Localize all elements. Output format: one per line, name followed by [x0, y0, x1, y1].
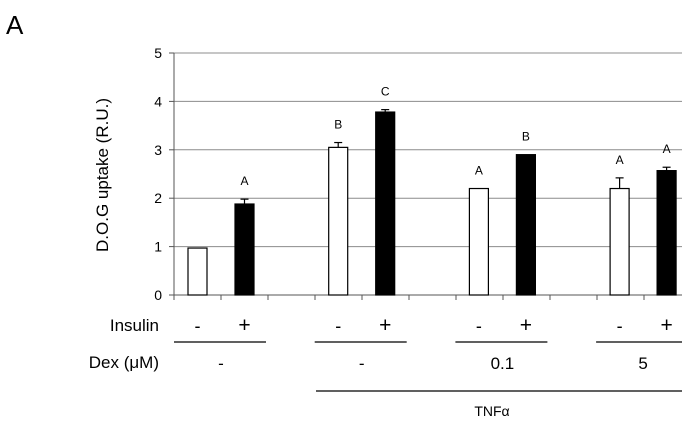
bar	[187, 247, 208, 296]
bar	[375, 111, 396, 296]
bar	[468, 187, 489, 296]
insulin-sign: +	[660, 314, 672, 337]
insulin-sign: -	[195, 316, 201, 336]
row-label-dex: Dex (μM)	[89, 353, 159, 372]
insulin-sign: +	[238, 314, 250, 337]
y-tick-label: 2	[154, 190, 162, 206]
significance-letter: A	[663, 142, 671, 156]
bar	[515, 154, 537, 296]
bar	[234, 203, 255, 296]
y-tick-label: 4	[154, 93, 162, 109]
significance-letter: A	[475, 164, 483, 178]
bar-series: A B C A B A A	[187, 85, 677, 296]
bar	[656, 170, 677, 296]
y-axis-label: D.O.G uptake (R.U.)	[93, 98, 112, 252]
y-tick-label: 5	[154, 45, 162, 61]
dex-value: -	[218, 354, 224, 373]
significance-letter: B	[334, 118, 342, 132]
y-tick-label: 1	[154, 239, 162, 255]
insulin-sign: -	[476, 316, 482, 336]
bar	[609, 187, 630, 296]
tnf-label: TNFα	[474, 403, 509, 419]
panel-label: A	[6, 10, 24, 40]
significance-letter: C	[381, 85, 390, 99]
significance-letter: A	[616, 153, 624, 167]
condition-rows: - +-- +-- +0.1- +5	[174, 314, 682, 373]
dex-value: -	[359, 354, 365, 373]
y-tick-label: 3	[154, 142, 162, 158]
y-tick-label: 0	[154, 287, 162, 303]
insulin-sign: -	[617, 316, 623, 336]
axes: 0 1 2 3 4 5	[154, 45, 682, 303]
insulin-sign: +	[379, 314, 391, 337]
dex-value: 0.1	[491, 354, 515, 373]
significance-letter: B	[522, 130, 530, 144]
bar	[328, 146, 349, 296]
insulin-sign: -	[335, 316, 341, 336]
insulin-sign: +	[520, 314, 532, 337]
row-label-insulin: Insulin	[110, 316, 159, 335]
significance-letter: A	[240, 174, 248, 188]
gridlines	[174, 52, 682, 248]
dex-value: 5	[638, 354, 647, 373]
